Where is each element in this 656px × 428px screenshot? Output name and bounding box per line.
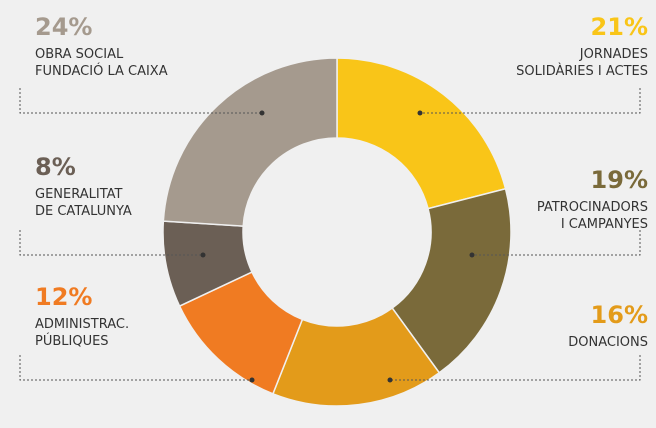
connector-dot [469, 252, 475, 258]
category-label: GENERALITAT DE CATALUNYA [35, 187, 132, 219]
category-label: PATROCINADORS I CAMPANYES [536, 200, 648, 232]
donut-slice [391, 187, 512, 374]
connector [472, 230, 641, 256]
value-label: 16% [590, 301, 648, 329]
value-label: 19% [590, 166, 648, 194]
value-label: 21% [590, 13, 648, 41]
connector [19, 230, 203, 256]
connector [19, 88, 262, 114]
connector-dot [417, 110, 423, 116]
connector [420, 88, 641, 114]
category-label: DONACIONS [568, 335, 648, 350]
value-label: 24% [35, 13, 93, 41]
category-label: ADMINISTRAC. PÚBLIQUES [35, 317, 130, 349]
category-label: JORNADES SOLIDÀRIES I ACTES [516, 47, 648, 79]
donut-slice [162, 57, 338, 227]
connector-dot [249, 377, 255, 383]
donut-slice [336, 57, 507, 210]
connector [19, 355, 252, 381]
value-label: 12% [35, 283, 93, 311]
value-label: 8% [35, 153, 76, 181]
connector-dot [387, 377, 393, 383]
category-label: OBRA SOCIAL FUNDACIÓ LA CAIXA [35, 47, 168, 79]
connector [390, 355, 641, 381]
connector-dot [200, 252, 206, 258]
connector-dot [259, 110, 265, 116]
